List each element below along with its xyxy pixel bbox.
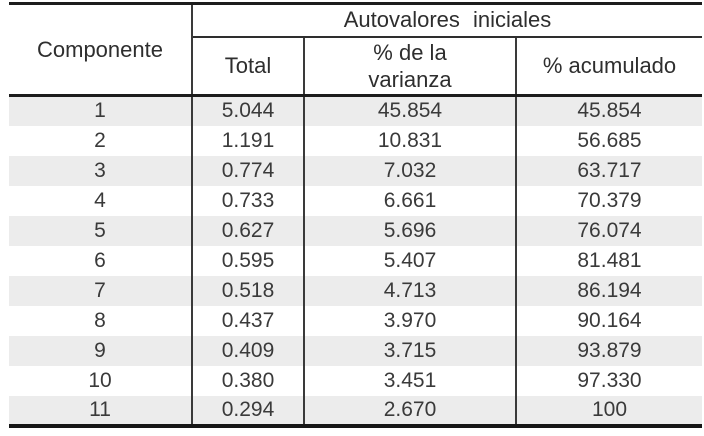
cell-component: 6 (94, 248, 106, 272)
table-row: 5 0.627 5.696 76.074 (9, 215, 702, 246)
cell-cumulative: 45.854 (515, 95, 702, 126)
cell-cumulative: 90.164 (515, 305, 702, 336)
table-row: 6 0.595 5.407 81.481 (9, 245, 702, 276)
cell-component: 5 (94, 218, 106, 242)
cell-total: 0.627 (191, 215, 304, 246)
cell-cumulative: 56.685 (515, 125, 702, 156)
table-header: Componente Autovalores iniciales Total %… (9, 3, 702, 97)
cell-total: 0.294 (191, 395, 304, 426)
cell-total: 0.437 (191, 305, 304, 336)
cell-total: 1.191 (191, 125, 304, 156)
table-row: 9 0.409 3.715 93.879 (9, 335, 702, 366)
table-row: 7 0.518 4.713 86.194 (9, 275, 702, 306)
cell-variance: 10.831 (303, 125, 516, 156)
cell-variance: 5.696 (303, 215, 516, 246)
table-row: 4 0.733 6.661 70.379 (9, 185, 702, 216)
table-body: 1 5.044 45.854 45.854 2 1.191 10.831 56.… (9, 95, 702, 426)
cell-total: 0.380 (191, 365, 304, 396)
table-row: 1 5.044 45.854 45.854 (9, 95, 702, 126)
component-column-header: Componente (9, 3, 193, 97)
cell-component: 9 (94, 338, 106, 362)
cell-variance: 7.032 (303, 155, 516, 186)
cell-variance: 6.661 (303, 185, 516, 216)
cell-cumulative: 70.379 (515, 185, 702, 216)
cell-component: 3 (94, 158, 106, 182)
cell-cumulative: 93.879 (515, 335, 702, 366)
table-row: 10 0.380 3.451 97.330 (9, 365, 702, 396)
cell-total: 0.518 (191, 275, 304, 306)
percent-variance-column-header: % de la varianza (303, 36, 516, 97)
cell-variance: 4.713 (303, 275, 516, 306)
cell-component: 8 (94, 308, 106, 332)
cell-total: 0.774 (191, 155, 304, 186)
cell-component: 10 (88, 368, 112, 392)
table-row: 3 0.774 7.032 63.717 (9, 155, 702, 186)
cell-cumulative: 76.074 (515, 215, 702, 246)
cell-component: 11 (89, 397, 111, 421)
cell-variance: 3.451 (303, 365, 516, 396)
cell-cumulative: 100 (515, 395, 702, 426)
cell-total: 5.044 (191, 95, 304, 126)
cell-component: 1 (94, 99, 106, 123)
table-row: 11 0.294 2.670 100 (9, 395, 702, 426)
cell-total: 0.409 (191, 335, 304, 366)
cell-variance: 5.407 (303, 245, 516, 276)
cell-component: 4 (94, 188, 106, 212)
table-row: 8 0.437 3.970 90.164 (9, 305, 702, 336)
sub-header-row: Total % de la varianza % acumulado (9, 36, 702, 97)
table-row: 2 1.191 10.831 56.685 (9, 125, 702, 156)
initial-eigenvalues-group-header: Autovalores iniciales (192, 3, 702, 38)
cell-variance: 3.970 (303, 305, 516, 336)
cell-component: 7 (94, 278, 106, 302)
cell-cumulative: 97.330 (515, 365, 702, 396)
cell-variance: 2.670 (303, 395, 516, 426)
eigenvalues-table: Componente Autovalores iniciales Total %… (9, 2, 702, 428)
cell-variance: 3.715 (303, 335, 516, 366)
cell-component: 2 (94, 128, 106, 152)
cell-total: 0.595 (191, 245, 304, 276)
total-column-header: Total (191, 36, 304, 97)
cell-cumulative: 63.717 (515, 155, 702, 186)
percent-cumulative-column-header: % acumulado (515, 36, 702, 97)
cell-variance: 45.854 (303, 95, 516, 126)
cell-cumulative: 81.481 (515, 245, 702, 276)
cell-cumulative: 86.194 (515, 275, 702, 306)
cell-total: 0.733 (191, 185, 304, 216)
group-header-row: Componente Autovalores iniciales (9, 3, 702, 97)
